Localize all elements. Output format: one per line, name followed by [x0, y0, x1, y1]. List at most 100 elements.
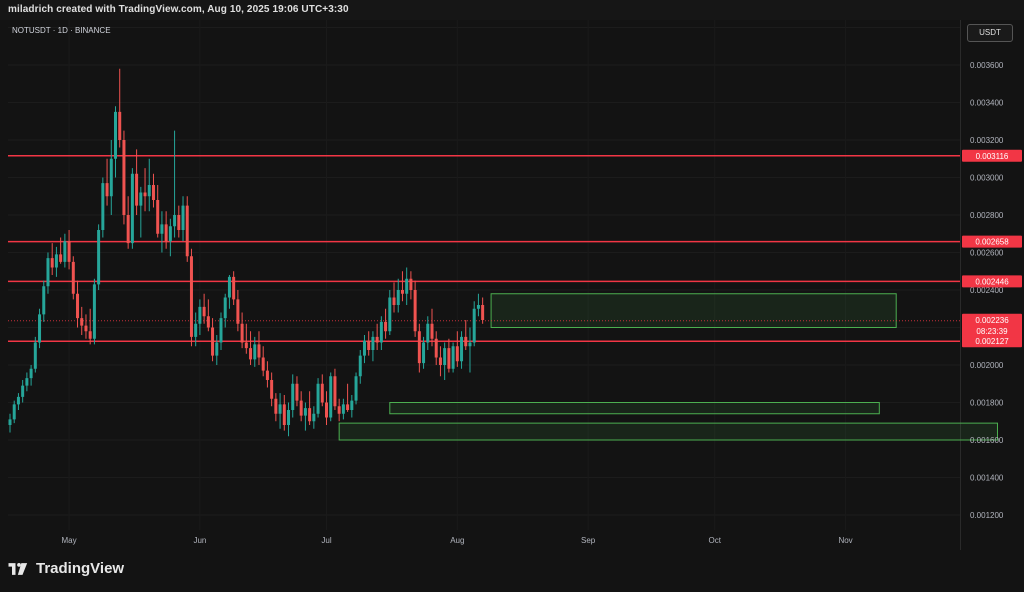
candle-body	[181, 205, 185, 230]
level-price-tag	[962, 149, 1022, 162]
x-tick-label: Oct	[709, 536, 722, 545]
candle-body	[194, 323, 198, 337]
countdown-label: 08:23:39	[976, 327, 1008, 336]
last-price-tag	[962, 313, 1022, 338]
candle-body	[211, 327, 215, 356]
candle-body	[409, 278, 413, 290]
candle-body	[455, 346, 459, 362]
chart-area[interactable]	[0, 20, 1024, 550]
candle-body	[29, 368, 33, 379]
candle-body	[308, 408, 312, 422]
candle-body	[333, 376, 337, 407]
candle-body	[215, 342, 219, 356]
candle-body	[139, 192, 143, 206]
candle-body	[92, 284, 96, 339]
x-tick-label: Aug	[450, 536, 464, 545]
candle-body	[249, 348, 253, 360]
candle-body	[232, 276, 236, 300]
candle-body	[118, 111, 122, 140]
candle-body	[384, 321, 388, 332]
candle-body	[422, 342, 426, 364]
top-bar: miladrich created with TradingView.com, …	[0, 0, 1024, 20]
candle-body	[236, 299, 240, 324]
candle-body	[413, 290, 417, 332]
y-tick-label: 0.002400	[970, 286, 1004, 295]
candle-body	[105, 183, 109, 197]
candle-body	[38, 314, 42, 343]
candle-body	[46, 258, 50, 287]
candle-body	[358, 355, 362, 377]
candle-body	[114, 111, 117, 159]
chart-canvas[interactable]: 0.001200 0.001400 0.001600 0.001800 0.002000…	[0, 0, 1024, 550]
candle-layer	[8, 68, 485, 437]
y-tick-label: 0.003600	[970, 61, 1004, 70]
candle-body	[227, 276, 231, 298]
candle-body	[375, 336, 379, 343]
candle-body	[240, 323, 244, 343]
y-tick-label: 0.002000	[970, 361, 1004, 370]
candle-body	[80, 318, 84, 326]
candle-body	[341, 404, 345, 414]
candle-body	[447, 348, 451, 369]
y-tick-label: 0.003200	[970, 136, 1004, 145]
symbol-label[interactable]: NOTUSDT · 1D · BINANCE	[12, 26, 111, 35]
candle-body	[388, 297, 392, 332]
candle-body	[396, 290, 400, 305]
y-tick-label: 0.001400	[970, 474, 1004, 483]
candle-body	[25, 378, 29, 386]
candle-body	[460, 336, 464, 362]
candle-body	[282, 404, 286, 425]
candle-body	[177, 215, 181, 230]
candle-body	[21, 385, 25, 397]
candle-body	[464, 336, 468, 347]
support-zone	[389, 402, 880, 415]
candle-body	[350, 400, 354, 410]
creator-text: miladrich created with TradingView.com, …	[8, 4, 349, 15]
y-tick-label: 0.001600	[970, 436, 1004, 445]
support-zone	[490, 293, 897, 328]
candle-body	[16, 396, 20, 405]
candle-body	[156, 200, 160, 234]
candle-body	[451, 346, 455, 369]
candle-body	[468, 342, 472, 347]
candle-body	[59, 254, 63, 262]
candle-body	[316, 383, 320, 414]
candle-body	[257, 344, 261, 358]
candle-body	[122, 140, 126, 215]
tradingview-logo-icon	[8, 562, 28, 575]
candle-body	[312, 413, 316, 422]
candle-body	[143, 192, 147, 197]
level-price-tag	[962, 335, 1022, 348]
candle-body	[54, 254, 58, 268]
candle-body	[173, 215, 177, 227]
y-tick-label: 0.003400	[970, 99, 1004, 108]
candle-body	[362, 340, 366, 356]
zone-layer	[338, 293, 998, 441]
level-price-tag	[962, 275, 1022, 288]
candle-body	[63, 241, 67, 262]
x-tick-label: Nov	[838, 536, 852, 545]
candle-body	[430, 323, 434, 339]
last-price-label: 0.002236	[975, 316, 1009, 325]
candle-body	[33, 342, 37, 369]
candle-body	[291, 383, 295, 410]
brand[interactable]: TradingView	[8, 560, 124, 577]
level-price-label: 0.003116	[976, 152, 1009, 161]
brand-name: TradingView	[36, 560, 125, 577]
candle-body	[198, 306, 202, 324]
level-price-tag	[962, 235, 1022, 248]
candle-body	[50, 258, 54, 268]
candle-body	[392, 297, 396, 305]
candle-body	[367, 340, 371, 350]
level-price-label: 0.002446	[975, 277, 1009, 286]
grid-layer	[8, 20, 960, 530]
candle-body	[472, 308, 476, 343]
currency-button[interactable]: USDT	[967, 24, 1013, 42]
candle-body	[287, 410, 291, 425]
candle-body	[261, 357, 265, 371]
candle-body	[337, 406, 341, 414]
candle-body	[206, 316, 210, 328]
candle-body	[481, 305, 485, 320]
level-price-label: 0.002127	[975, 337, 1009, 346]
candle-body	[109, 158, 113, 197]
